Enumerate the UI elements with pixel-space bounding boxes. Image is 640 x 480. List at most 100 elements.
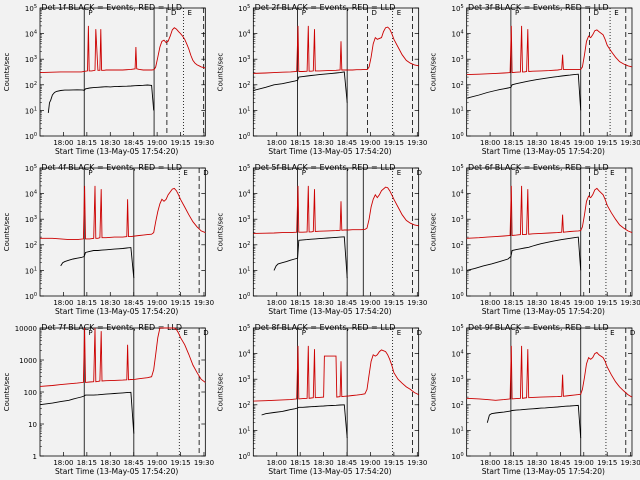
x-tick-label: 18:45 [337,139,357,147]
x-axis-label: Start Time (13-May-05 17:54:20) [482,307,605,316]
series-lld [40,185,206,241]
x-tick-label: 18:15 [503,139,523,147]
plot-title: Det 1f-BLACK = Events, RED = LLD [41,3,182,12]
x-tick-label: 19:30 [194,299,214,307]
x-tick-label: 19:15 [597,299,617,307]
series-lld [39,25,206,74]
series-events [253,71,348,103]
y-tick-label: 101 [452,106,464,115]
x-tick-label: 18:30 [314,139,334,147]
x-tick-label: 18:30 [100,139,120,147]
y-tick-label: 103 [452,55,464,64]
y-tick-label: 100 [452,132,464,141]
marker-annotation: E [614,9,618,17]
x-tick-label: 19:15 [384,299,404,307]
detector-plot-3: Det 3f-BLACK = Events, RED = LLD 100 101 10… [430,3,640,156]
x-tick-label: 19:30 [621,459,640,467]
x-tick-label: 18:15 [77,139,97,147]
detector-plot-2: Det 2f-BLACK = Events, RED = LLD 100 101 10… [216,3,427,156]
x-tick-label: 19:00 [360,299,380,307]
plot-frame [466,7,633,137]
x-tick-label: 19:00 [360,459,380,467]
series-lld [253,25,419,74]
x-tick-label: 19:15 [384,139,404,147]
x-axis-label: Start Time (13-May-05 17:54:20) [268,147,391,156]
x-tick-label: 18:15 [290,299,310,307]
x-axis-label: Start Time (13-May-05 17:54:20) [482,147,605,156]
plot-title: Det 4f-BLACK = Events, RED = LLD [41,163,182,172]
series-events [261,404,348,439]
x-axis-label: Start Time (13-May-05 17:54:20) [482,467,605,476]
y-tick-label: 1 [33,453,37,461]
y-axis-label: Counts/sec [216,213,224,252]
x-tick-label: 18:45 [550,299,570,307]
x-tick-label: 18:45 [550,139,570,147]
series-lld [253,345,419,402]
series-events [39,391,135,434]
y-tick-label: 102 [238,241,250,250]
y-tick-label: 104 [238,350,250,359]
x-tick-label: 18:45 [550,459,570,467]
x-tick-label: 19:15 [170,459,190,467]
series-events [273,236,348,279]
x-tick-label: 19:15 [597,459,617,467]
x-tick-label: 18:00 [267,299,287,307]
marker-annotation: P [302,329,306,337]
marker-annotation: D [203,169,208,177]
x-tick-label: 18:00 [53,139,73,147]
y-tick-label: 100 [24,389,37,397]
y-tick-label: 104 [238,30,250,39]
x-tick-label: 18:15 [77,459,97,467]
x-tick-label: 19:15 [170,299,190,307]
y-tick-label: 104 [25,30,37,39]
marker-annotation: P [515,329,519,337]
y-tick-label: 105 [238,4,250,13]
y-axis-label: Counts/sec [430,53,438,92]
x-tick-label: 19:15 [597,139,617,147]
y-tick-label: 102 [25,81,37,90]
detector-plot-5: Det 5f-BLACK = Events, RED = LLD 100 101 10… [216,163,427,316]
x-tick-label: 19:30 [407,299,427,307]
y-tick-label: 105 [238,324,250,333]
y-axis-label: Counts/sec [430,373,438,412]
x-tick-label: 19:15 [170,139,190,147]
y-tick-label: 100 [452,452,464,461]
detector-plot-7: Det 7f-BLACK = Events, RED = LLD 1 10 100 10… [3,323,214,476]
series-events [466,73,582,111]
x-tick-label: 18:30 [314,459,334,467]
x-tick-label: 19:30 [407,139,427,147]
plot-frame [252,327,420,457]
marker-annotation: E [397,329,401,337]
y-axis-label: Counts/sec [216,373,224,412]
marker-annotation: P [302,9,306,17]
x-tick-label: 18:15 [290,459,310,467]
y-tick-label: 102 [238,401,250,410]
y-axis-label: Counts/sec [430,213,438,252]
series-lld [39,327,206,387]
series-events [60,247,135,279]
y-tick-label: 103 [238,375,250,384]
x-tick-label: 19:00 [360,139,380,147]
x-tick-label: 18:00 [480,139,500,147]
y-tick-label: 102 [238,81,250,90]
marker-annotation: D [630,329,635,337]
x-tick-label: 19:00 [147,459,167,467]
x-tick-label: 18:45 [124,459,144,467]
x-tick-label: 18:30 [527,139,547,147]
y-tick-label: 104 [25,190,37,199]
marker-annotation: P [515,9,519,17]
plot-title: Det 2f-BLACK = Events, RED = LLD [255,3,396,12]
y-axis-label: Counts/sec [3,213,11,252]
x-tick-label: 18:00 [480,459,500,467]
y-tick-label: 102 [452,241,464,250]
x-tick-label: 19:30 [194,459,214,467]
y-tick-label: 100 [238,452,250,461]
x-tick-label: 18:00 [267,139,287,147]
y-tick-label: 103 [25,215,37,224]
series-events [466,236,582,271]
y-tick-label: 101 [25,266,37,275]
series-lld [466,185,633,239]
y-tick-label: 100 [25,132,37,141]
marker-annotation: D [171,9,176,17]
